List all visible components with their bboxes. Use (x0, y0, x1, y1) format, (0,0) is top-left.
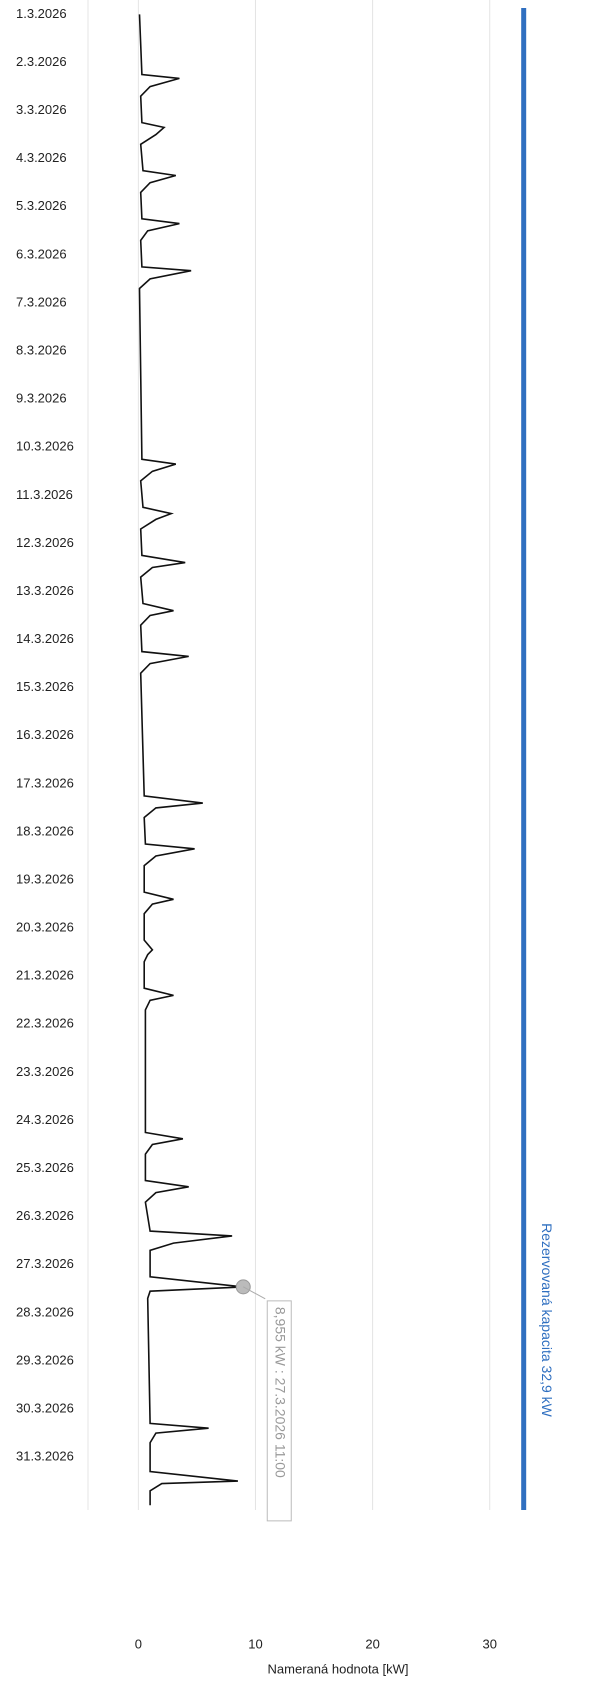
annotation-box: 8,955 kW : 27.3.2026 11:00 (266, 1300, 292, 1522)
y-tick-label: 12.3.2026 (16, 535, 74, 550)
annotation-text: 8,955 kW : 27.3.2026 11:00 (273, 1307, 289, 1478)
x-axis-label: Nameraná hodnota [kW] (268, 1661, 409, 1676)
y-tick-label: 28.3.2026 (16, 1304, 74, 1319)
y-tick-label: 26.3.2026 (16, 1208, 74, 1223)
y-tick-label: 13.3.2026 (16, 583, 74, 598)
y-tick-label: 25.3.2026 (16, 1160, 74, 1175)
y-tick-label: 5.3.2026 (16, 198, 67, 213)
y-tick-label: 4.3.2026 (16, 150, 67, 165)
y-tick-label: 14.3.2026 (16, 631, 74, 646)
y-tick-label: 7.3.2026 (16, 294, 67, 309)
y-tick-label: 23.3.2026 (16, 1064, 74, 1079)
x-tick-label: 10 (248, 1636, 262, 1651)
y-tick-label: 2.3.2026 (16, 54, 67, 69)
y-tick-label: 6.3.2026 (16, 246, 67, 261)
y-tick-label: 24.3.2026 (16, 1112, 74, 1127)
annotation-leader (243, 1286, 266, 1300)
y-tick-label: 17.3.2026 (16, 775, 74, 790)
y-tick-label: 9.3.2026 (16, 391, 67, 406)
y-tick-label: 27.3.2026 (16, 1256, 74, 1271)
y-tick-label: 18.3.2026 (16, 823, 74, 838)
data-line (138, 14, 244, 1506)
x-tick-label: 20 (365, 1636, 379, 1651)
reserve-label: Rezervovaná kapacita 32,9 kW (539, 1223, 555, 1418)
x-tick-label: 30 (482, 1636, 496, 1651)
y-tick-label: 16.3.2026 (16, 727, 74, 742)
y-tick-label: 1.3.2026 (16, 6, 67, 21)
y-tick-label: 10.3.2026 (16, 439, 74, 454)
y-tick-label: 31.3.2026 (16, 1449, 74, 1464)
y-tick-label: 8.3.2026 (16, 342, 67, 357)
y-tick-label: 29.3.2026 (16, 1352, 74, 1367)
x-tick-label: 0 (135, 1636, 142, 1651)
y-tick-label: 11.3.2026 (16, 487, 73, 502)
y-tick-label: 19.3.2026 (16, 871, 74, 886)
y-tick-label: 15.3.2026 (16, 679, 74, 694)
y-tick-label: 3.3.2026 (16, 102, 67, 117)
y-tick-label: 20.3.2026 (16, 920, 74, 935)
y-tick-label: 21.3.2026 (16, 968, 74, 983)
y-tick-label: 30.3.2026 (16, 1400, 74, 1415)
y-tick-label: 22.3.2026 (16, 1016, 74, 1031)
annotation-frame (266, 1300, 292, 1522)
